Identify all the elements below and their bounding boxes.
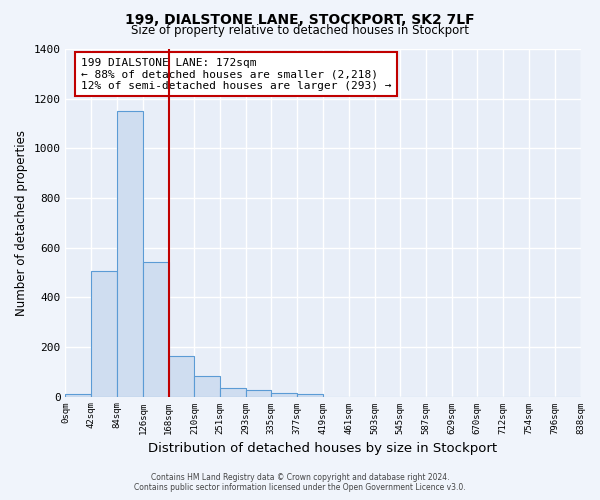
Text: 199 DIALSTONE LANE: 172sqm
← 88% of detached houses are smaller (2,218)
12% of s: 199 DIALSTONE LANE: 172sqm ← 88% of deta… [81,58,391,91]
Bar [194,376,220,396]
Bar [169,356,194,397]
Text: Contains HM Land Registry data © Crown copyright and database right 2024.
Contai: Contains HM Land Registry data © Crown c… [134,473,466,492]
Bar [117,111,143,397]
Bar [91,271,117,396]
Y-axis label: Number of detached properties: Number of detached properties [15,130,28,316]
Bar [143,262,169,396]
Bar [245,390,271,396]
X-axis label: Distribution of detached houses by size in Stockport: Distribution of detached houses by size … [148,442,497,455]
Bar [297,394,323,396]
Bar [220,388,245,396]
Text: 199, DIALSTONE LANE, STOCKPORT, SK2 7LF: 199, DIALSTONE LANE, STOCKPORT, SK2 7LF [125,12,475,26]
Bar [65,394,91,396]
Bar [271,394,297,396]
Text: Size of property relative to detached houses in Stockport: Size of property relative to detached ho… [131,24,469,37]
